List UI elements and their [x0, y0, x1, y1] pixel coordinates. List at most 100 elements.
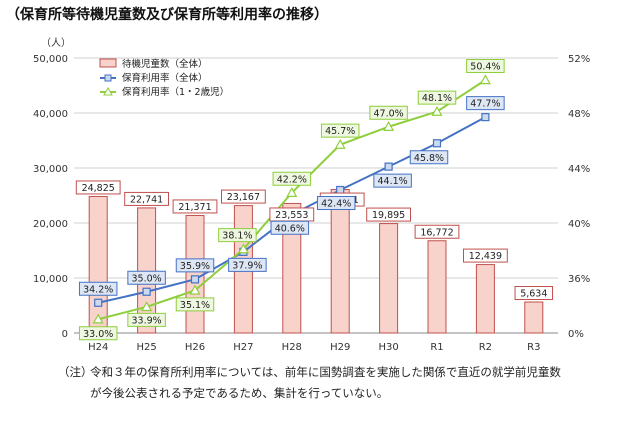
point-series-2 — [92, 313, 104, 324]
line-all-value-label-box — [409, 150, 449, 165]
line-all-value-label: 35.0% — [132, 273, 162, 284]
legend-label-bars: 待機児童数（全体） — [122, 58, 208, 70]
bar-H25 — [137, 207, 157, 334]
line-12-value-label-box — [320, 123, 360, 138]
x-tick-label: H25 — [136, 342, 156, 353]
y-right-tick-label: 52% — [568, 54, 590, 65]
bar-H30 — [379, 223, 399, 334]
bar-H24 — [88, 195, 108, 334]
line-12-value-label: 42.2% — [277, 174, 307, 185]
line-12-value-label: 33.0% — [83, 329, 113, 340]
point-series-1 — [94, 298, 103, 307]
legend-swatch-bars — [99, 58, 117, 68]
bar-value-label-box — [172, 199, 218, 214]
legend-marker-all — [104, 74, 112, 82]
point-series-2 — [286, 187, 298, 197]
bar-value-label-box — [463, 248, 508, 263]
bar-value-label: 19,895 — [372, 210, 405, 221]
x-tick-label: R1 — [430, 342, 443, 353]
line-all-value-label-box — [316, 196, 356, 210]
y-left-tick-label: 50,000 — [33, 54, 68, 65]
point-series-2 — [189, 284, 201, 295]
x-tick-label: H30 — [378, 342, 398, 353]
x-tick-label: H28 — [282, 342, 302, 353]
y-right-tick-label: 0% — [568, 329, 584, 340]
footnote-text-1: 令和３年の保育所利用率については、前年に国勢調査を実施した関係で直近の就学前児童… — [90, 365, 561, 379]
y-left-unit-label: （人） — [41, 37, 71, 49]
line-12-value-label-box — [417, 90, 457, 105]
bar-R2 — [475, 264, 495, 334]
y-right-tick-label: 44% — [568, 164, 590, 175]
line-all-value-label-box — [127, 270, 166, 285]
x-tick-label: H27 — [233, 342, 253, 353]
y-left-tick-label: 10,000 — [33, 274, 68, 285]
bar-value-label-box — [221, 189, 266, 204]
y-left-tick-label: 20,000 — [33, 219, 68, 230]
line-12-value-label: 45.7% — [325, 126, 355, 137]
line-12-value-label: 47.0% — [374, 108, 404, 119]
line-12-value-label: 38.1% — [222, 231, 252, 242]
y-right-tick-label: 40% — [568, 219, 590, 230]
line-all-value-label-box — [466, 96, 505, 111]
chart-title: （保育所等待機児童数及び保育所等利用率の推移） — [6, 7, 328, 23]
line-all-value-label: 42.4% — [321, 199, 351, 210]
bar-value-label-box — [124, 191, 169, 206]
point-series-1 — [384, 162, 393, 171]
bar-value-label-box — [414, 224, 460, 239]
point-series-1 — [336, 185, 345, 195]
point-series-1 — [190, 275, 200, 284]
line-all-value-label-box — [270, 220, 310, 235]
legend-label-all: 保育利用率（全体） — [122, 72, 208, 84]
y-left-tick-label: 30,000 — [33, 164, 68, 175]
line-12-value-label-box — [78, 326, 118, 341]
line-12-value-label: 35.1% — [180, 300, 210, 311]
bar-value-label: 21,371 — [178, 202, 211, 213]
point-series-2 — [141, 301, 153, 312]
line-all-value-label: 34.2% — [83, 284, 113, 295]
line-12-value-label-box — [175, 297, 215, 312]
line-12-value-label-box — [272, 171, 312, 186]
chart: 0 10,000 20,000 30,000 40,000 50,000 0% 36% 40% 4… — [33, 37, 590, 353]
line-all-value-label: 35.9% — [180, 261, 210, 272]
point-series-1 — [142, 287, 151, 296]
footnote-line-2: が今後公表される予定であるため、集計を行っていない。 — [90, 386, 389, 400]
label-layer: 24,82522,74121,37123,16723,55326,08119,8… — [75, 59, 554, 341]
line-all-value-label: 47.7% — [470, 99, 500, 110]
point-series-2 — [479, 74, 491, 85]
bar-value-label: 12,439 — [469, 251, 502, 262]
point-series-2 — [237, 243, 249, 254]
line-12-value-label-box — [127, 312, 166, 327]
line-12-value-label-box — [218, 228, 257, 243]
line-12-value-label-box — [369, 105, 408, 120]
legend: 待機児童数（全体） 保育利用率（全体） 保育利用率（1・2歳児） — [99, 58, 229, 98]
bar-H29 — [330, 189, 350, 334]
point-series-2 — [431, 105, 443, 116]
bar-R3 — [524, 301, 544, 334]
bar-value-label: 23,553 — [275, 210, 308, 221]
line-12-value-label: 33.9% — [132, 315, 162, 326]
bar-value-label: 16,772 — [420, 227, 453, 238]
bar-value-label: 22,741 — [130, 194, 163, 205]
bar-R1 — [427, 240, 447, 334]
bar-H28 — [282, 202, 302, 334]
point-series-2 — [383, 121, 395, 131]
point-series-1 — [432, 139, 442, 148]
line-all-value-label-box — [228, 257, 267, 272]
axis-layer: 0 10,000 20,000 30,000 40,000 50,000 0% 36% 40% 4… — [33, 37, 590, 353]
footnote: （注）令和３年の保育所利用率については、前年に国勢調査を実施した関係で直近の就学… — [58, 362, 618, 404]
x-tick-label: H26 — [185, 342, 205, 353]
bar-value-label-box — [75, 180, 121, 195]
footnote-line-1: （注）令和３年の保育所利用率については、前年に国勢調査を実施した関係で直近の就学… — [58, 362, 618, 383]
line-12-value-label: 50.4% — [470, 62, 500, 73]
y-left-tick-label: 0 — [62, 329, 68, 340]
footnote-label: （注） — [58, 365, 93, 379]
bar-value-label: 5,634 — [520, 289, 547, 300]
line-all-value-label: 45.8% — [414, 153, 444, 164]
y-right-tick-label: 36% — [568, 274, 590, 285]
y-right-tick-label: 48% — [568, 109, 590, 120]
x-tick-label: H24 — [88, 342, 108, 353]
line-all-value-label-box — [373, 173, 412, 188]
line-all-value-label-box — [78, 281, 118, 296]
line-all-value-label: 40.6% — [275, 223, 305, 234]
point-series-2 — [334, 138, 346, 149]
